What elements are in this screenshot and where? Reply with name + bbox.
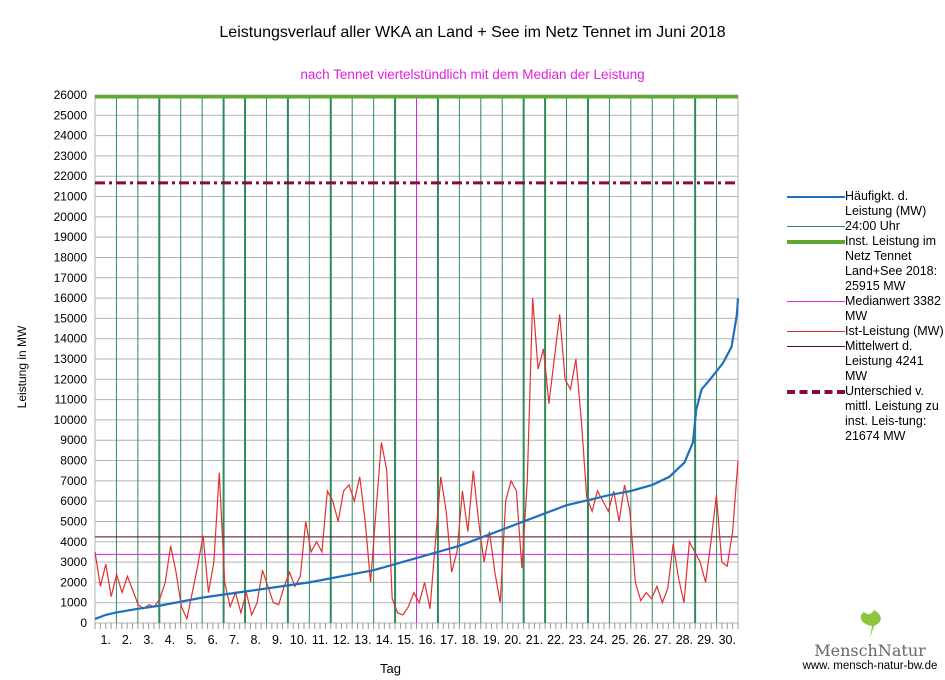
legend-swatch: [787, 294, 845, 309]
y-tick-label: 7000: [60, 474, 87, 488]
x-tick-label: 29.: [697, 633, 714, 647]
y-tick-label: 3000: [60, 555, 87, 569]
legend-item: Inst. Leistung im Netz Tennet Land+See 2…: [787, 234, 945, 294]
y-tick-label: 0: [80, 616, 87, 630]
x-axis-label: Tag: [380, 661, 401, 676]
x-tick-label: 28.: [676, 633, 693, 647]
legend-swatch: [787, 324, 845, 339]
y-tick-label: 1000: [60, 596, 87, 610]
x-tick-label: 9.: [272, 633, 282, 647]
x-tick-label: 8.: [251, 633, 261, 647]
legend: Häufigkt. d. Leistung (MW) 24:00 Uhr Inst.…: [787, 189, 945, 444]
legend-label: 24:00 Uhr: [845, 219, 900, 233]
x-tick-label: 19.: [483, 633, 500, 647]
y-tick-label: 26000: [54, 88, 88, 102]
y-tick-label: 18000: [54, 250, 88, 264]
y-tick-label: 22000: [54, 169, 88, 183]
legend-item: Medianwert 3382 MW: [787, 294, 945, 324]
x-tick-label: 10.: [290, 633, 307, 647]
legend-item: Häufigkt. d. Leistung (MW): [787, 189, 945, 219]
legend-item: Mittelwert d. Leistung 4241 MW: [787, 339, 945, 384]
x-tick-label: 24.: [590, 633, 607, 647]
haeufigkeit-series: [94, 298, 740, 620]
x-tick-label: 2.: [122, 633, 132, 647]
legend-swatch: [787, 339, 845, 354]
x-tick-label: 16.: [419, 633, 436, 647]
x-tick-label: 21.: [526, 633, 543, 647]
legend-swatch: [787, 189, 845, 204]
legend-swatch: [787, 219, 845, 234]
x-tick-label: 5.: [186, 633, 196, 647]
y-tick-label: 25000: [54, 108, 88, 122]
y-tick-label: 21000: [54, 190, 88, 204]
legend-swatch: [787, 384, 845, 399]
legend-item: 24:00 Uhr: [787, 219, 945, 234]
chart-title: Leistungsverlauf aller WKA an Land + See…: [219, 24, 726, 41]
x-tick-label: 4.: [165, 633, 175, 647]
y-tick-label: 8000: [60, 454, 87, 468]
legend-swatch: [787, 234, 845, 249]
y-tick-label: 20000: [54, 210, 88, 224]
y-tick-label: 6000: [60, 494, 87, 508]
y-tick-label: 5000: [60, 514, 87, 528]
y-tick-label: 12000: [54, 372, 88, 386]
x-tick-label: 22.: [547, 633, 564, 647]
x-tick-label: 1.: [100, 633, 110, 647]
x-tick-label: 23.: [569, 633, 586, 647]
y-tick-label: 11000: [55, 393, 88, 407]
y-tick-label: 4000: [60, 535, 87, 549]
x-tick-label: 26.: [633, 633, 650, 647]
x-tick-label: 27.: [654, 633, 671, 647]
chart-subtitle: nach Tennet viertelstündlich mit dem Med…: [300, 67, 645, 82]
logo-name: MenschNatur: [814, 641, 926, 660]
legend-label: Häufigkt. d. Leistung (MW): [845, 189, 927, 218]
legend-item: Ist-Leistung (MW): [787, 324, 945, 339]
x-tick-label: 13.: [354, 633, 371, 647]
x-tick-label: 18.: [461, 633, 478, 647]
x-tick-label: 20.: [504, 633, 521, 647]
y-tick-label: 17000: [54, 271, 88, 285]
legend-label: Medianwert 3382 MW: [845, 294, 941, 323]
y-tick-label: 10000: [54, 413, 88, 427]
x-tick-label: 15.: [397, 633, 414, 647]
legend-label: Ist-Leistung (MW): [845, 324, 944, 338]
y-tick-label: 23000: [54, 149, 88, 163]
y-tick-label: 15000: [54, 311, 88, 325]
x-tick-label: 3.: [143, 633, 153, 647]
legend-label: Mittelwert d. Leistung 4241 MW: [845, 339, 924, 383]
x-tick-label: 12.: [333, 633, 350, 647]
x-tick-label: 7.: [229, 633, 239, 647]
logo-url: www. mensch-natur-bw.de: [802, 660, 938, 672]
ist-leistung-series: [94, 298, 739, 621]
x-tick-label: 25.: [611, 633, 628, 647]
y-tick-label: 13000: [54, 352, 88, 366]
logo: MenschNatur www. mensch-natur-bw.de: [795, 610, 945, 672]
legend-label: Unterschied v. mittl. Leistung zu inst. …: [845, 384, 939, 443]
x-tick-label: 17.: [440, 633, 457, 647]
x-tick-label: 6.: [208, 633, 218, 647]
y-tick-label: 14000: [54, 332, 88, 346]
legend-label: Inst. Leistung im Netz Tennet Land+See 2…: [845, 234, 938, 293]
y-tick-label: 24000: [54, 129, 88, 143]
legend-item: Unterschied v. mittl. Leistung zu inst. …: [787, 384, 945, 444]
y-tick-label: 19000: [54, 230, 88, 244]
ginkgo-leaf-icon: [860, 610, 881, 638]
y-tick-label: 2000: [60, 575, 87, 589]
x-tick-label: 11.: [312, 633, 328, 647]
x-tick-label: 30.: [719, 633, 736, 647]
y-tick-label: 9000: [60, 433, 87, 447]
x-tick-label: 14.: [376, 633, 393, 647]
y-tick-label: 16000: [54, 291, 88, 305]
